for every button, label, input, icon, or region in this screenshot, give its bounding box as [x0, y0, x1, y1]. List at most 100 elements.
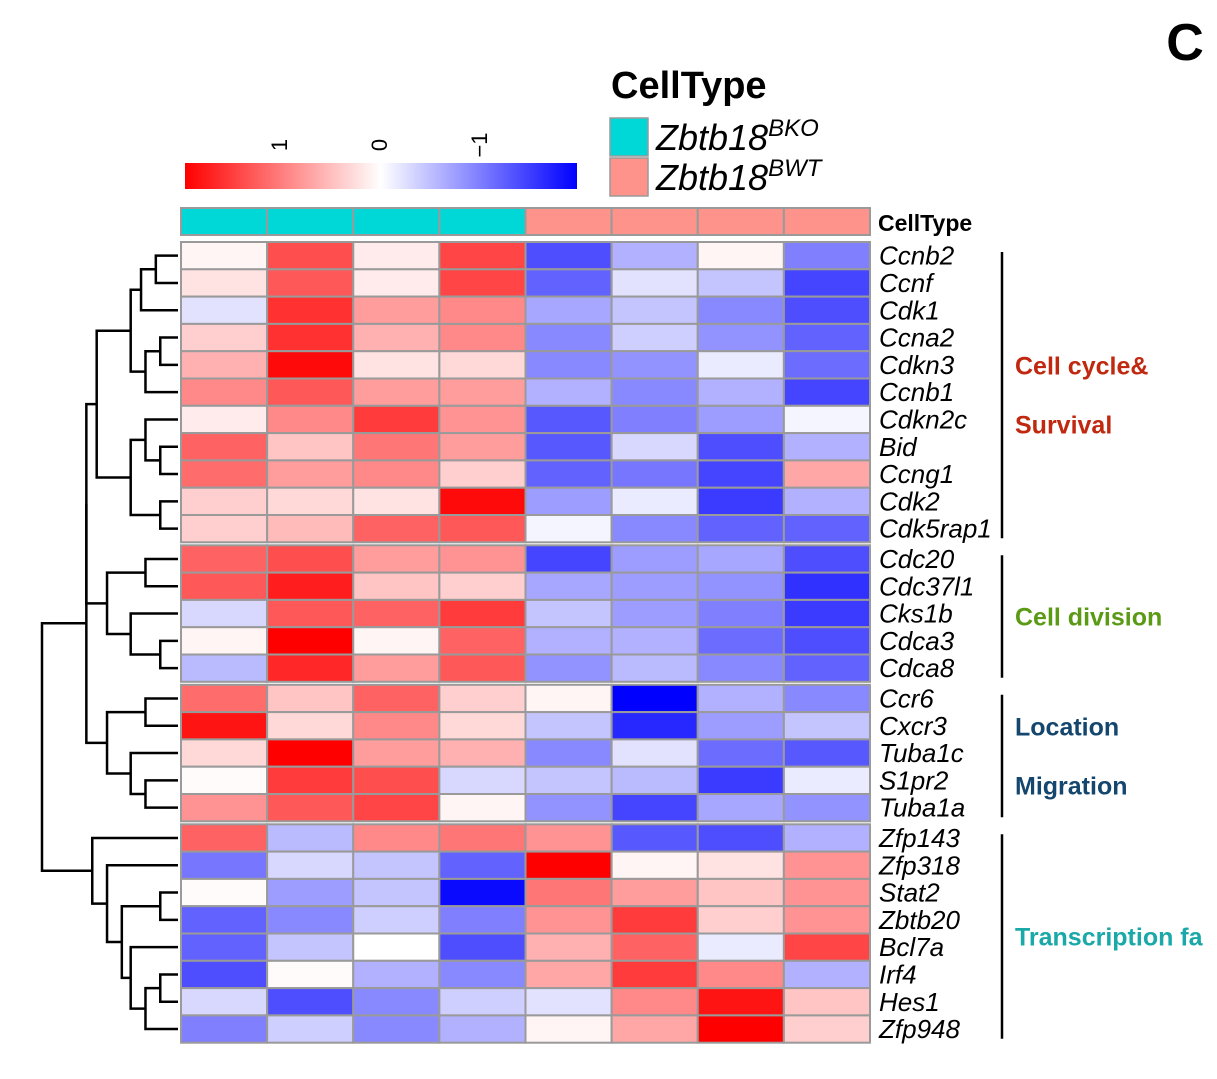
row-label-zfp948: Zfp948	[878, 1014, 960, 1044]
heatmap-cell	[352, 598, 441, 629]
group-label-survival: Survival	[1015, 412, 1112, 440]
heatmap-cell	[180, 377, 269, 407]
annotation-cell-bko	[180, 207, 269, 236]
heatmap-cell	[352, 987, 441, 1017]
heatmap-cell	[610, 1014, 699, 1044]
heatmap-cell	[524, 486, 613, 517]
legend-label-bko-prefix: Zbtb18	[655, 117, 768, 158]
heatmap-cell	[696, 350, 785, 380]
heatmap-cell	[782, 544, 871, 574]
heatmap-cell	[524, 571, 613, 601]
heatmap-cell	[266, 959, 355, 990]
heatmap-cell	[352, 322, 441, 353]
heatmap-cell	[524, 905, 613, 935]
legend-title: CellType	[611, 65, 767, 107]
heatmap-cell	[352, 571, 441, 601]
heatmap-cell	[180, 486, 269, 517]
heatmap-cell	[524, 932, 613, 962]
heatmap-cell	[524, 738, 613, 768]
heatmap-cell	[266, 268, 355, 298]
heatmap-cell	[180, 544, 269, 574]
annotation-cell-bwt	[782, 207, 871, 236]
heatmap-cell	[180, 432, 269, 462]
heatmap-cell	[610, 987, 699, 1017]
heatmap-cell	[266, 987, 355, 1017]
heatmap-cell	[180, 653, 269, 683]
heatmap-cell	[180, 571, 269, 601]
heatmap-cell	[180, 987, 269, 1017]
heatmap-cell	[782, 404, 871, 435]
celltype-legend: CellType Zbtb18BKO Zbtb18BWT	[609, 65, 824, 198]
heatmap-cell	[352, 877, 441, 908]
dendrogram-link	[144, 779, 178, 809]
heatmap-cell	[180, 959, 269, 990]
heatmap-cell	[696, 850, 785, 880]
heatmap-cell	[266, 738, 355, 768]
heatmap-cell	[610, 322, 699, 353]
row-label-cdk5rap1: Cdk5rap1	[879, 514, 992, 544]
heatmap-cell	[180, 598, 269, 629]
heatmap-cell	[782, 987, 871, 1017]
heatmap-cell	[524, 987, 613, 1017]
heatmap-cell	[352, 486, 441, 517]
dendrogram-link	[91, 836, 178, 905]
row-label-ccnb2: Ccnb2	[879, 241, 955, 271]
dendrogram-link	[129, 288, 146, 373]
dendrogram-link	[105, 710, 146, 775]
dendrogram-link	[129, 945, 178, 1010]
heatmap-cell	[266, 514, 355, 544]
heatmap-cell	[266, 711, 355, 741]
heatmap-cell	[782, 514, 871, 544]
row-label-ccr6: Ccr6	[879, 683, 934, 713]
heatmap-cell	[352, 738, 441, 768]
heatmap-cell	[782, 626, 871, 656]
row-label-cdkn2c: Cdkn2c	[879, 404, 967, 434]
dendrogram-link	[144, 986, 178, 1031]
legend-swatch-bko	[609, 117, 649, 157]
heatmap-cell	[524, 459, 613, 489]
row-label-stat2: Stat2	[879, 878, 940, 908]
heatmap-cell	[782, 598, 871, 629]
heatmap-cell	[180, 711, 269, 741]
heatmap-cell	[782, 959, 871, 990]
row-label-cdk1: Cdk1	[879, 295, 940, 325]
heatmap-cell	[438, 711, 527, 741]
heatmap-cell	[438, 793, 527, 823]
dendrogram-link	[129, 438, 161, 517]
heatmap-cell	[180, 626, 269, 656]
annotation-cell-bko	[352, 207, 441, 236]
heatmap-cell	[524, 653, 613, 683]
heatmap-cell	[610, 514, 699, 544]
heatmap-cell	[266, 932, 355, 962]
row-label-bid: Bid	[879, 432, 918, 462]
row-label-tuba1c: Tuba1c	[879, 738, 964, 768]
heatmap-cell	[696, 322, 785, 353]
heatmap-cell	[266, 850, 355, 880]
heatmap-cell	[610, 765, 699, 796]
heatmap-cell	[524, 711, 613, 741]
heatmap-cell	[782, 459, 871, 489]
heatmap-cell	[180, 350, 269, 380]
heatmap-cell	[524, 823, 613, 853]
group-label-transcription-fa: Transcription fa	[1015, 924, 1204, 952]
heatmap-cell	[266, 322, 355, 353]
heatmap-cell	[782, 1014, 871, 1044]
heatmap-cell	[266, 486, 355, 517]
row-label-cxcr3: Cxcr3	[879, 711, 947, 741]
heatmap-cell	[266, 432, 355, 462]
row-label-cdkn3: Cdkn3	[879, 350, 955, 380]
heatmap-cell	[524, 598, 613, 629]
annotation-cell-bwt	[524, 207, 613, 236]
heatmap-cell	[438, 932, 527, 962]
legend-swatch-bwt	[609, 157, 649, 197]
heatmap-cell	[696, 432, 785, 462]
heatmap-cell	[352, 765, 441, 796]
row-group-brackets: Cell cycle&Survival Cell division Location…	[1000, 252, 1204, 1039]
heatmap-cell	[524, 765, 613, 796]
heatmap-cell	[266, 905, 355, 935]
heatmap-cell	[696, 377, 785, 407]
heatmap-cell	[266, 571, 355, 601]
row-label-hes1: Hes1	[879, 987, 940, 1017]
heatmap-cell	[438, 850, 527, 880]
